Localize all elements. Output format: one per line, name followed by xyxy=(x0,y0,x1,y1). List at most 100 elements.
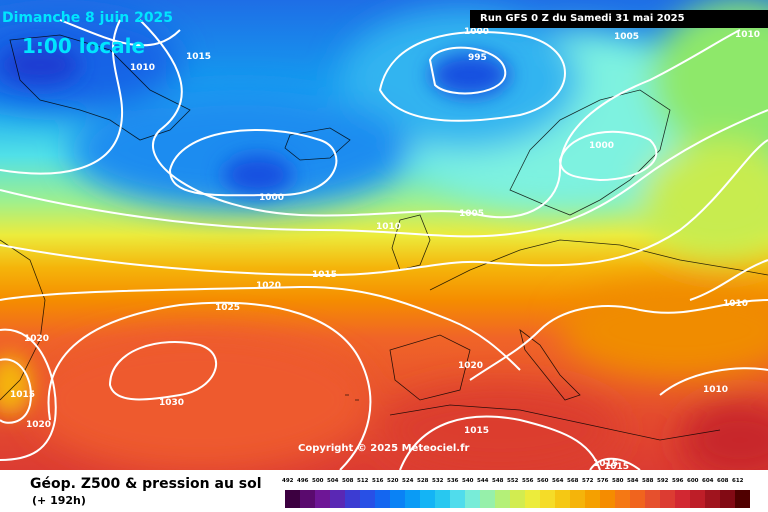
legend-swatch xyxy=(480,490,495,508)
legend-label: 512 xyxy=(357,478,369,484)
isobar-label: 1015 xyxy=(604,462,629,470)
isobar-995-low xyxy=(428,46,507,95)
legend-swatch xyxy=(510,490,525,508)
legend-swatch xyxy=(555,490,570,508)
isobar-label: 1020 xyxy=(458,361,483,371)
legend-label: 544 xyxy=(477,478,489,484)
isobar-1010-east xyxy=(689,259,768,301)
isobar-label: 1020 xyxy=(24,334,49,344)
legend-swatch xyxy=(660,490,675,508)
isobar-label: 1015 xyxy=(312,270,337,280)
isobars xyxy=(0,19,768,470)
map-title: Géop. Z500 & pression au sol xyxy=(30,476,262,492)
legend-label: 520 xyxy=(387,478,399,484)
legend-label: 572 xyxy=(582,478,594,484)
legend-label: 596 xyxy=(672,478,684,484)
legend-swatch xyxy=(630,490,645,508)
legend-label: 496 xyxy=(297,478,309,484)
legend-swatch xyxy=(435,490,450,508)
map-canvas: 1015 1010 995 1000 1005 1010 1000 1000 1… xyxy=(0,0,768,470)
isobar-label: 1010 xyxy=(376,222,401,232)
north-africa-coast xyxy=(389,404,721,441)
legend-swatch xyxy=(690,490,705,508)
legend-label: 556 xyxy=(522,478,534,484)
isobar-label: 1020 xyxy=(26,420,51,430)
lead-time: (+ 192h) xyxy=(32,494,86,507)
legend-label: 504 xyxy=(327,478,339,484)
isobar-1015-bottom xyxy=(589,457,641,470)
color-scale xyxy=(285,490,750,508)
legend-label: 528 xyxy=(417,478,429,484)
legend-swatch xyxy=(615,490,630,508)
isobar-1020-spain xyxy=(469,299,768,381)
isobar-1000-north xyxy=(378,31,566,122)
isobar-1015-west xyxy=(0,358,32,424)
isobar-1015-africa xyxy=(399,415,601,470)
isobar-1025 xyxy=(47,301,372,470)
legend-label: 612 xyxy=(732,478,744,484)
legend-label: 524 xyxy=(402,478,414,484)
forecast-date: Dimanche 8 juin 2025 xyxy=(2,10,174,26)
italy-coast xyxy=(519,329,581,401)
legend-label: 540 xyxy=(462,478,474,484)
legend-swatch xyxy=(375,490,390,508)
isobar-1020-west xyxy=(0,328,57,461)
legend-swatch xyxy=(525,490,540,508)
legend-label: 600 xyxy=(687,478,699,484)
isobar-1015-greenland xyxy=(59,19,181,47)
legend-swatch xyxy=(720,490,735,508)
weather-map: 1015 1010 995 1000 1005 1010 1000 1000 1… xyxy=(0,0,768,470)
legend-swatch xyxy=(450,490,465,508)
legend-swatch xyxy=(705,490,720,508)
legend-label: 560 xyxy=(537,478,549,484)
legend-label: 492 xyxy=(282,478,294,484)
isobar-label: 1015 xyxy=(10,390,35,400)
legend-swatch xyxy=(585,490,600,508)
legend-swatch xyxy=(645,490,660,508)
isobar-1000-scandinavia xyxy=(558,130,658,182)
legend-label: 584 xyxy=(627,478,639,484)
legend-label: 500 xyxy=(312,478,324,484)
legend-swatch xyxy=(315,490,330,508)
legend-swatch xyxy=(540,490,555,508)
isobar-1030 xyxy=(108,341,218,401)
copyright-notice: Copyright © 2025 Meteociel.fr xyxy=(298,443,470,454)
legend-swatch xyxy=(285,490,300,508)
legend-swatch xyxy=(495,490,510,508)
iberia-coast xyxy=(389,334,471,401)
isobar-label: 1015 xyxy=(464,426,489,436)
scandinavia-coast xyxy=(509,89,671,216)
legend-swatch xyxy=(600,490,615,508)
isobar-label: 1010 xyxy=(723,299,748,309)
europe-coast xyxy=(429,239,768,291)
legend-swatch xyxy=(360,490,375,508)
isobar-label: 1005 xyxy=(459,209,484,219)
legend-label: 608 xyxy=(717,478,729,484)
legend-label: 588 xyxy=(642,478,654,484)
legend-label: 564 xyxy=(552,478,564,484)
isobar-label: 1000 xyxy=(464,27,489,37)
legend-swatch xyxy=(675,490,690,508)
isobar-label: 995 xyxy=(468,53,487,63)
legend-label: 592 xyxy=(657,478,669,484)
isobar-label: 1015 xyxy=(593,459,618,469)
isobar-label: 1010 xyxy=(703,385,728,395)
isobar-1015-atlantic xyxy=(0,139,768,277)
canaries xyxy=(345,394,359,401)
legend-swatch xyxy=(405,490,420,508)
legend-swatch xyxy=(330,490,345,508)
isobar-label: 1025 xyxy=(215,303,240,313)
isobar-label: 1005 xyxy=(614,32,639,42)
legend-swatch xyxy=(735,490,750,508)
legend-swatch xyxy=(465,490,480,508)
legend-label: 604 xyxy=(702,478,714,484)
legend-label: 568 xyxy=(567,478,579,484)
legend-labels: 492 496 500 504 508 512 516 520 524 528 532 536 540 5… xyxy=(282,478,752,488)
legend-label: 536 xyxy=(447,478,459,484)
isobar-1010-atlantic xyxy=(0,109,768,238)
legend-swatch xyxy=(390,490,405,508)
legend-label: 516 xyxy=(372,478,384,484)
legend-label: 552 xyxy=(507,478,519,484)
model-run-banner: Run GFS 0 Z du Samedi 31 mai 2025 xyxy=(470,10,768,28)
isobar-labels: 1015 1010 995 1000 1005 1010 1000 1000 1… xyxy=(10,27,760,470)
